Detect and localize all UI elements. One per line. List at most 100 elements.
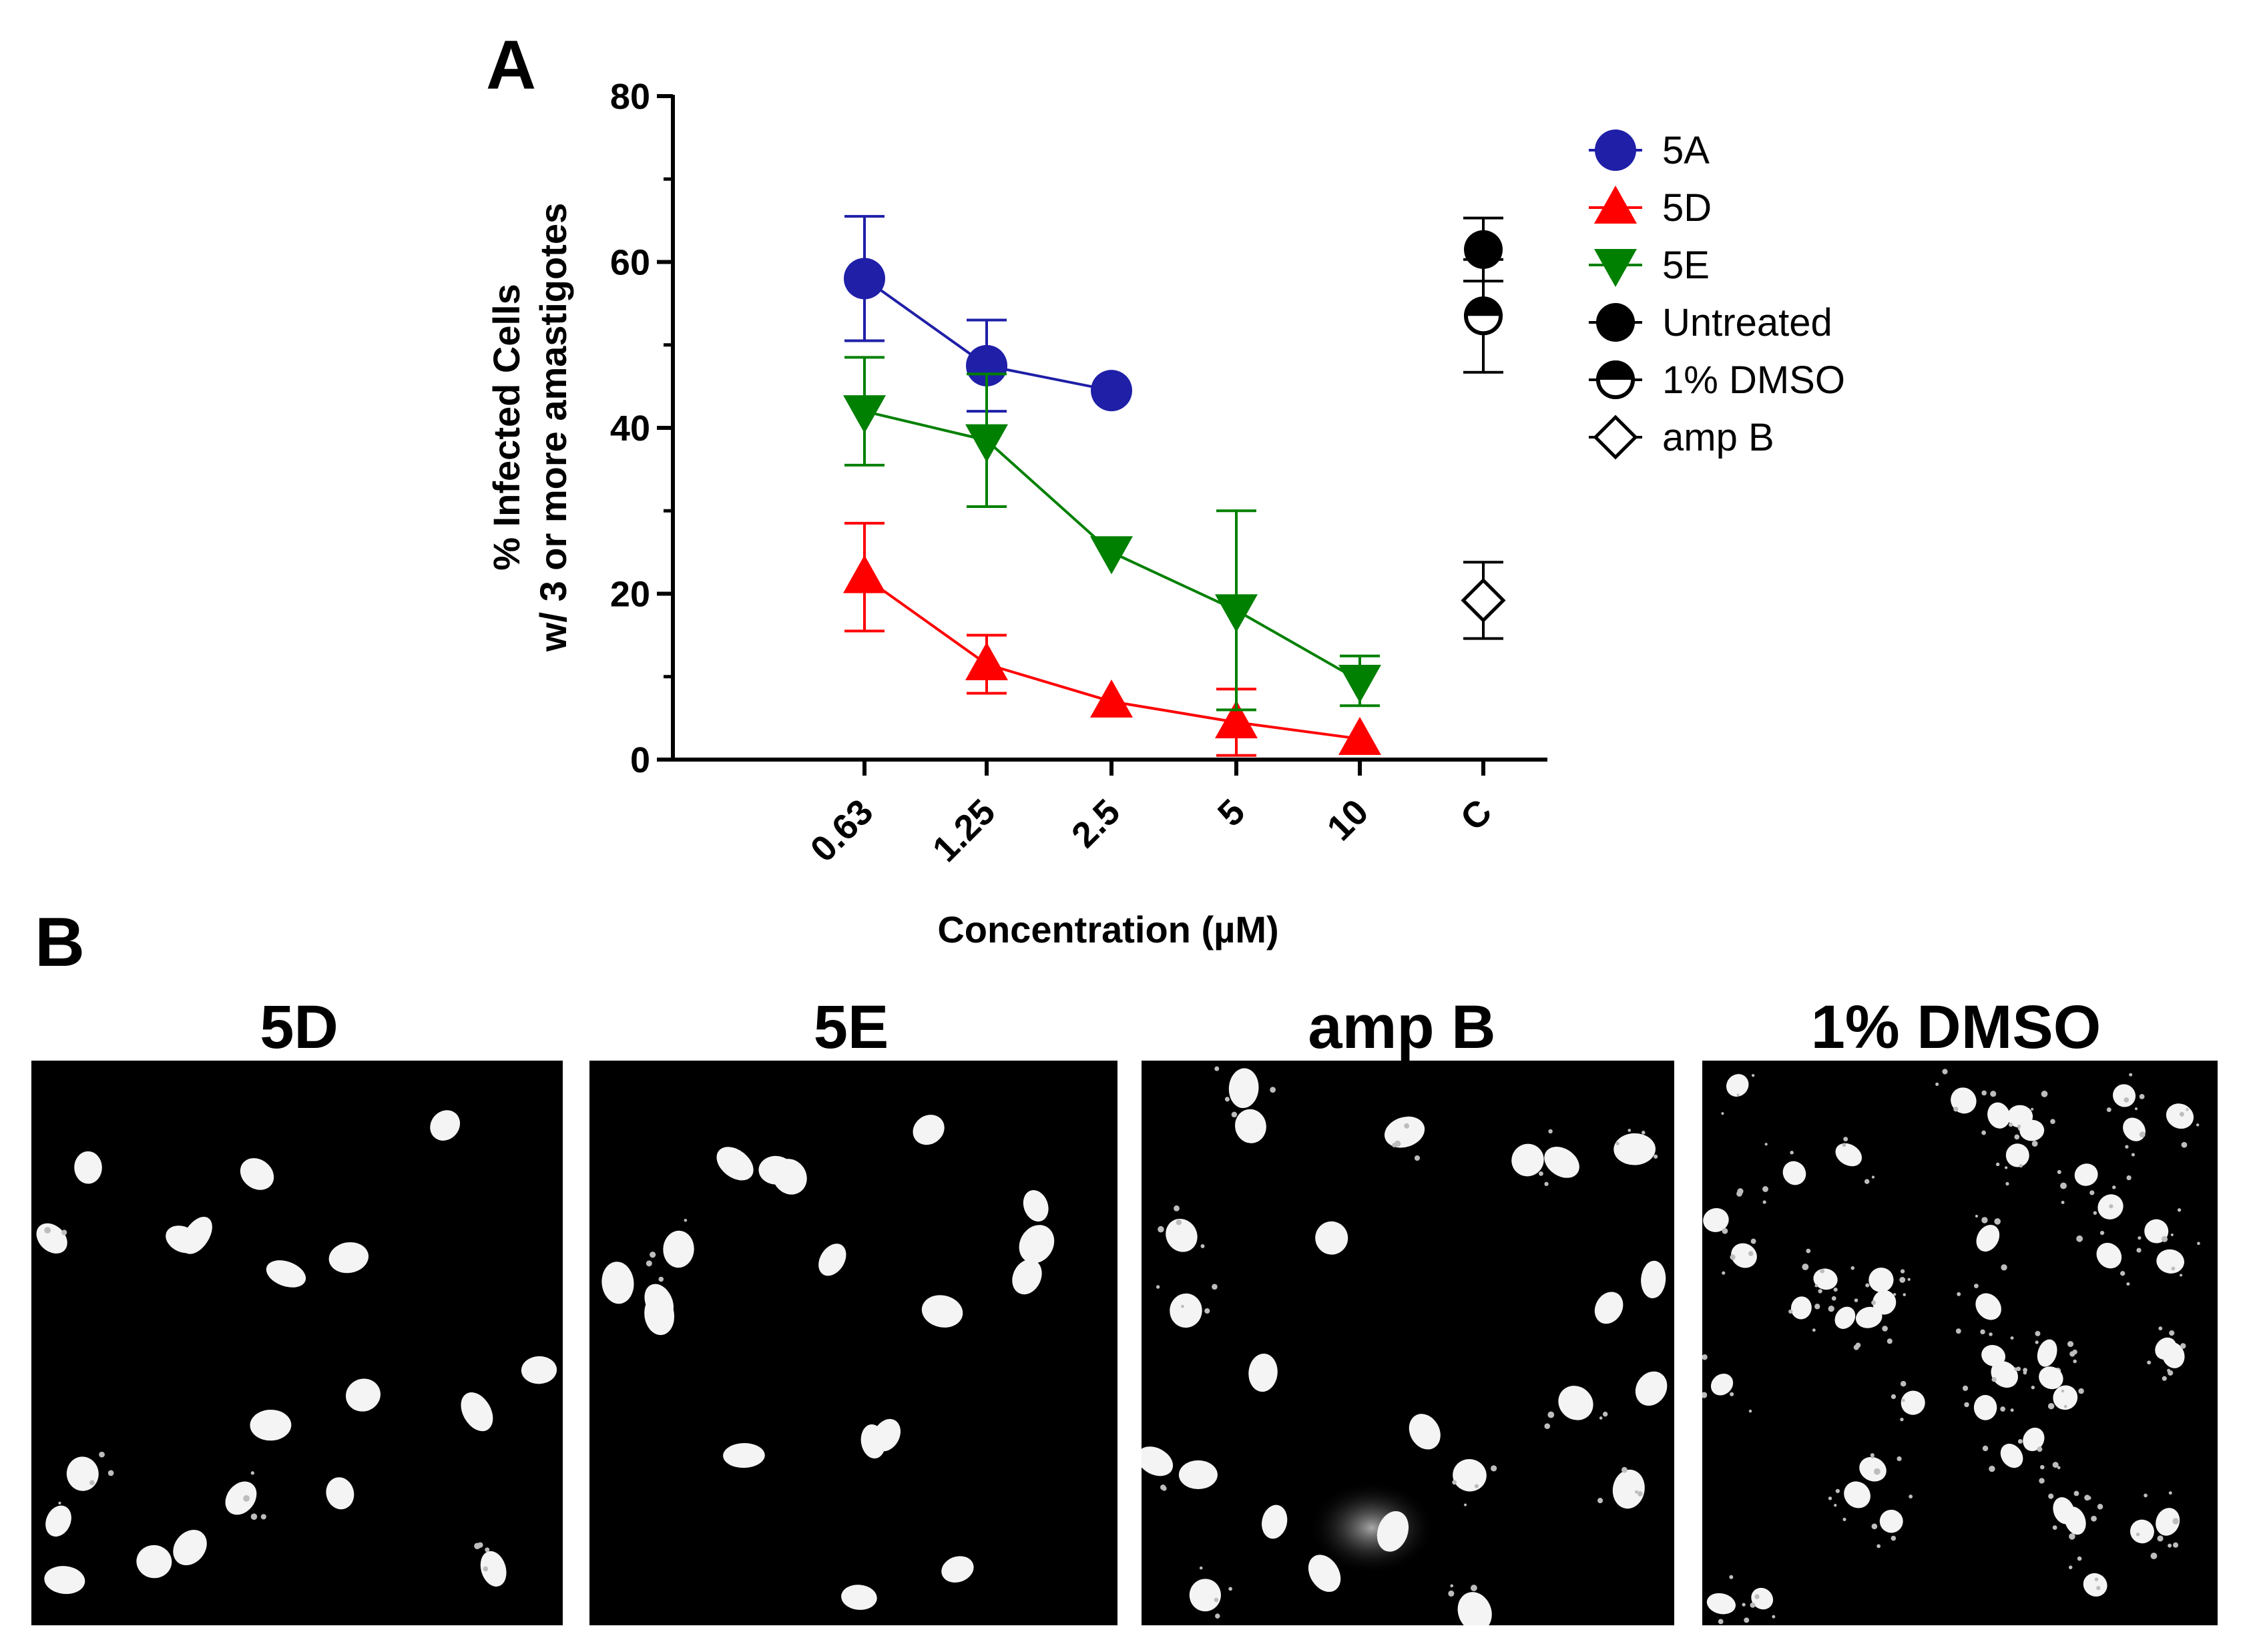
amastigote-dot: [1818, 1289, 1822, 1294]
legend-label: amp B: [1662, 416, 1774, 459]
amastigote-dot: [2093, 1211, 2097, 1215]
cell-nucleus: [1706, 1593, 1736, 1615]
amastigote-dot: [2068, 1565, 2073, 1569]
data-point-5d: [843, 555, 886, 593]
amastigote-dot: [1955, 1328, 1961, 1334]
amastigote-dot: [2063, 1404, 2067, 1408]
amastigote-dot: [1204, 1308, 1210, 1314]
amastigote-dot: [89, 1480, 95, 1486]
legend-label: 1% DMSO: [1662, 358, 1845, 402]
amastigote-dot: [2057, 1169, 2061, 1174]
amastigote-dot: [2138, 1236, 2142, 1240]
legend-item-1-dmso: 1% DMSO: [1589, 358, 1845, 402]
amastigote-dot: [1174, 1205, 1180, 1211]
micrograph-title-5e: 5E: [814, 993, 889, 1061]
x-tick-label: 10: [1320, 792, 1377, 848]
amastigote-dot: [1990, 1091, 1997, 1097]
amastigote-dot: [1718, 1619, 1724, 1625]
amastigote-dot: [2168, 1543, 2172, 1548]
cell-nucleus: [1558, 1386, 1593, 1420]
amastigote-dot: [1877, 1544, 1881, 1549]
amastigote-dot: [2123, 1097, 2130, 1103]
cell-nucleus: [480, 1551, 507, 1587]
amastigote-dot: [1730, 1392, 1734, 1396]
amastigote-dot: [1903, 1293, 1907, 1296]
cell-nucleus: [1901, 1390, 1925, 1415]
amastigote-dot: [1754, 1594, 1760, 1599]
amastigote-dot: [1942, 1069, 1948, 1075]
amastigote-dot: [2172, 1518, 2179, 1525]
amastigote-dot: [2061, 1389, 2065, 1393]
amastigote-dot: [2067, 1341, 2074, 1348]
chart-controls: [1461, 216, 1506, 640]
cell-nucleus: [45, 1505, 71, 1537]
cell-nucleus: [1315, 1221, 1348, 1255]
x-axis-title: Concentration (µM): [937, 908, 1278, 950]
amastigote-dot: [1899, 1277, 1906, 1283]
data-point-5e: [1338, 664, 1381, 703]
amastigote-dot: [1641, 1131, 1646, 1135]
amastigote-dot: [1228, 1587, 1232, 1591]
amastigote-dot: [1843, 1137, 1848, 1141]
amastigote-dot: [26, 1263, 31, 1268]
amastigote-dot: [2119, 1271, 2126, 1276]
amastigote-dot: [1989, 1332, 1993, 1336]
amastigote-dot: [2037, 1446, 2043, 1452]
x-tick-label: 5: [1210, 792, 1253, 834]
amastigote-dot: [2168, 1491, 2172, 1495]
amastigote-dot: [2097, 1504, 2103, 1510]
legend-item-5e: 5E: [1589, 244, 1710, 287]
amastigote-dot: [2109, 1204, 2113, 1209]
amastigote-dot: [650, 1252, 656, 1258]
amastigote-dot: [1539, 1171, 1543, 1176]
amastigote-dot: [1452, 1480, 1457, 1485]
data-point-1-dmso: [1464, 296, 1503, 336]
panel-b-label: B: [35, 904, 85, 981]
cell-nucleus: [1973, 1394, 1997, 1420]
amastigote-dot: [1134, 1483, 1138, 1488]
amastigote-dot: [1599, 1416, 1603, 1420]
cell-nucleus: [818, 1244, 846, 1276]
amastigote-dot: [1691, 1247, 1695, 1251]
amastigote-dot: [260, 1514, 266, 1520]
amastigote-dot: [2087, 1496, 2091, 1500]
amastigote-dot: [1865, 1283, 1870, 1288]
cell-nucleus: [1409, 1414, 1441, 1450]
amastigote-dot: [477, 1542, 483, 1548]
amastigote-dot: [1654, 1154, 1658, 1159]
legend-label: Untreated: [1662, 301, 1832, 344]
amastigote-dot: [2078, 1388, 2084, 1394]
amastigote-dot: [2041, 1091, 2048, 1097]
amastigote-dot: [2150, 1553, 2158, 1559]
cell-nucleus: [326, 1477, 354, 1510]
amastigote-dot: [2169, 1330, 2175, 1336]
y-axis-title-line2: w/ 3 or more amastigotes: [532, 203, 574, 652]
amastigote-dot: [2125, 1145, 2129, 1149]
data-point-amp-b: [1461, 577, 1506, 623]
amastigote-dot: [250, 1513, 258, 1520]
amastigote-dot: [1981, 1217, 1988, 1223]
amastigote-dot: [2076, 1235, 2083, 1242]
amastigote-dot: [1981, 1130, 1987, 1135]
amastigote-dot: [2126, 1282, 2130, 1286]
cell-nucleus: [2053, 1497, 2075, 1525]
amastigote-dot: [2031, 1385, 2035, 1390]
cell-nucleus: [1731, 1243, 1757, 1268]
amastigote-dot: [1850, 1266, 1855, 1270]
amastigote-dot: [2179, 1111, 2184, 1117]
amastigote-dot: [2136, 1533, 2140, 1537]
cell-nucleus: [2113, 1084, 2136, 1107]
amastigote-dot: [2009, 1122, 2013, 1127]
amastigote-dot: [1199, 1566, 1203, 1570]
amastigote-dot: [1812, 1328, 1816, 1332]
amastigote-dot: [2170, 1233, 2174, 1236]
amastigote-dot: [2096, 1586, 2101, 1591]
amastigote-dot: [2017, 1124, 2021, 1128]
cell-nucleus: [2005, 1143, 2029, 1167]
amastigote-dot: [1964, 1402, 1969, 1408]
amastigote-dot: [2077, 1556, 2082, 1561]
amastigote-dot: [2126, 1175, 2132, 1181]
data-point-5e: [1090, 536, 1133, 575]
amastigote-dot: [2180, 1343, 2186, 1349]
amastigote-dot: [1750, 1602, 1756, 1608]
